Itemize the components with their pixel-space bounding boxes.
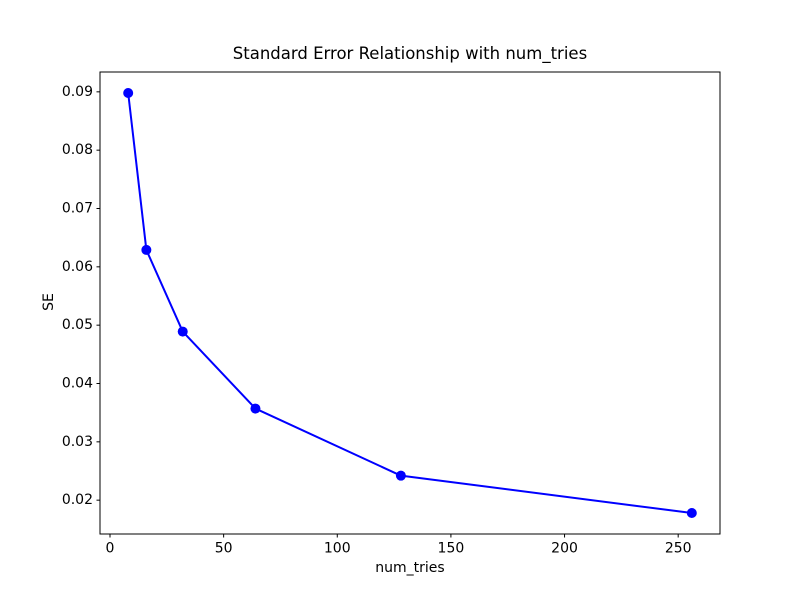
data-point <box>686 508 697 518</box>
y-tick-label: 0.06 <box>62 259 93 275</box>
plot-border <box>99 71 721 535</box>
y-tick-label: 0.03 <box>62 434 93 450</box>
chart-title: Standard Error Relationship with num_tri… <box>232 44 588 63</box>
y-tick-label: 0.07 <box>62 201 93 217</box>
data-point <box>141 244 152 255</box>
y-tick-label: 0.05 <box>62 317 93 333</box>
x-tick-label: 150 <box>438 541 465 557</box>
data-line <box>127 92 692 514</box>
x-tick-label: 250 <box>665 541 692 557</box>
y-tick-label: 0.04 <box>62 376 93 392</box>
data-point <box>177 326 188 337</box>
data-point <box>250 403 261 414</box>
x-axis-label: num_tries <box>375 560 445 576</box>
data-point <box>395 470 406 481</box>
x-tick-label: 200 <box>551 541 578 557</box>
data-point <box>123 88 134 98</box>
x-tick-label: 50 <box>215 541 233 557</box>
y-tick-label: 0.09 <box>62 84 93 100</box>
x-tick-label: 0 <box>106 541 115 557</box>
y-tick-label: 0.08 <box>62 142 93 158</box>
y-tick-label: 0.02 <box>62 492 93 508</box>
x-tick-label: 100 <box>324 541 351 557</box>
